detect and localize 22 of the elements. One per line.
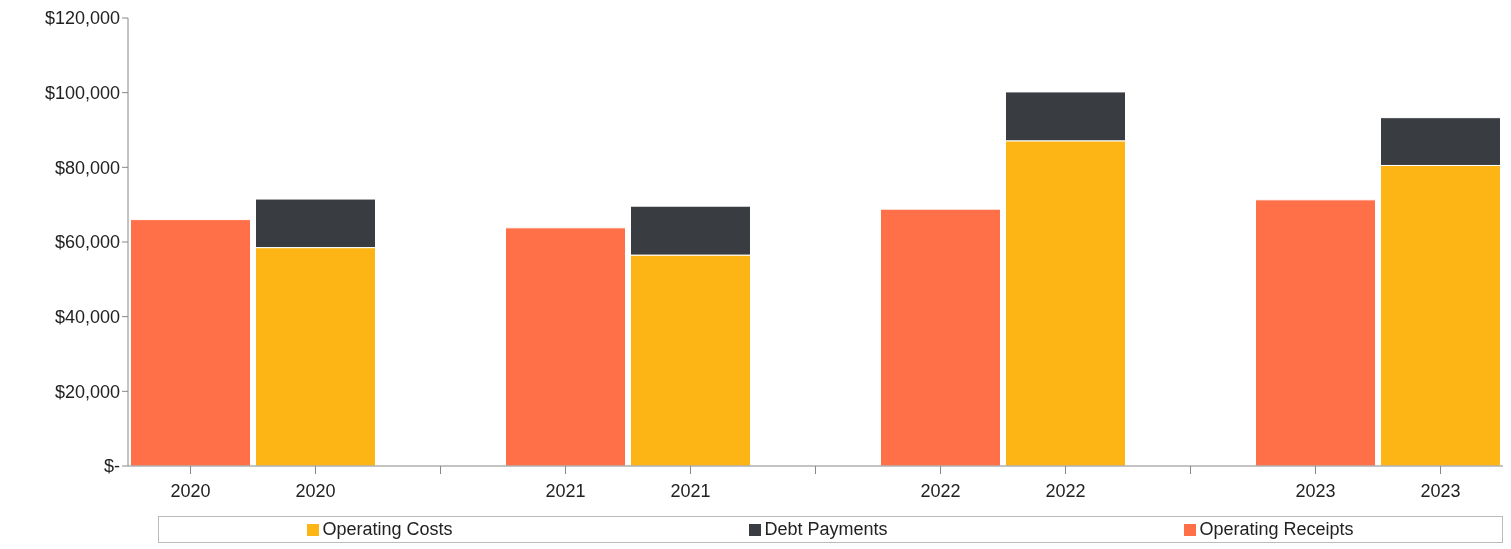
bar: [1255, 199, 1376, 466]
x-tick-label: 2023: [1420, 480, 1461, 501]
x-tick-label: 2020: [295, 480, 336, 501]
bar: [505, 227, 626, 466]
legend-label: Operating Costs: [321, 519, 453, 540]
y-tick-label: $40,000: [54, 307, 120, 328]
y-tick-label: $-: [103, 456, 120, 477]
y-tick-label: $20,000: [54, 381, 120, 402]
bar: [130, 219, 251, 466]
y-tick-label: $100,000: [44, 83, 120, 104]
y-tick-label: $60,000: [54, 232, 120, 253]
x-tick-label: 2022: [920, 480, 961, 501]
x-tick-label: 2023: [1295, 480, 1336, 501]
x-tick-label: 2022: [1045, 480, 1086, 501]
x-tick-label: 2021: [670, 480, 711, 501]
bar: [880, 208, 1001, 466]
x-tick-label: 2020: [170, 480, 211, 501]
legend-label: Debt Payments: [763, 519, 888, 540]
legend-label: Operating Receipts: [1198, 519, 1354, 540]
x-tick-label: 2021: [545, 480, 586, 501]
y-tick-label: $120,000: [44, 8, 120, 29]
y-tick-label: $80,000: [54, 157, 120, 178]
